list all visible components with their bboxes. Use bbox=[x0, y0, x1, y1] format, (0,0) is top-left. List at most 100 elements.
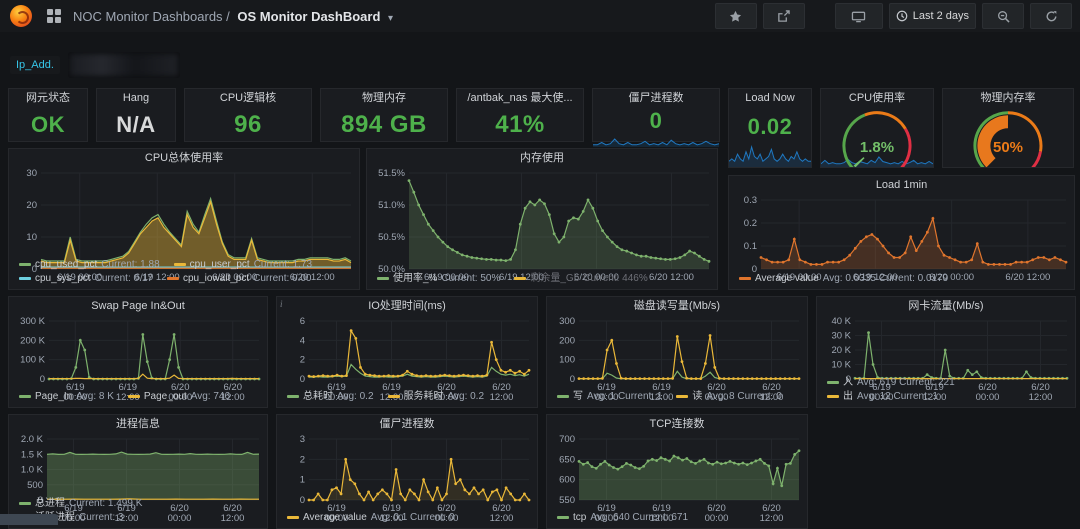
info-icon[interactable]: i bbox=[280, 299, 283, 309]
legend-series-label[interactable]: 入 bbox=[843, 377, 853, 388]
legend-series-label[interactable]: Page_In bbox=[35, 391, 73, 402]
breadcrumb-current[interactable]: OS Monitor DashBoard bbox=[237, 8, 381, 24]
chart-plot[interactable]: 0 0.1 0.2 0.3 6/19 00:00 6/19 12:00 6/20 00:00… bbox=[729, 195, 1074, 283]
panel-title[interactable]: Swap Page In&Out bbox=[91, 300, 185, 312]
legend-item[interactable]: cpu_used_pct Current: 1.88 bbox=[19, 258, 160, 271]
panel-title[interactable]: 僵尸进程数 bbox=[379, 418, 435, 430]
panel-title[interactable]: 磁盘读写量(Mb/s) bbox=[633, 300, 721, 312]
breadcrumb[interactable]: NOC Monitor Dashboards / OS Monitor Dash… bbox=[73, 9, 393, 24]
chart-legend: cpu_used_pct Current: 1.88 cpu_user_pct Cur… bbox=[9, 257, 359, 289]
legend-series-label[interactable]: 总进程 bbox=[35, 498, 65, 509]
chart-plot[interactable]: 0 500 1.0 K 1.5 K 2.0 K 6/19 00:00 6/19 12:00 6/2… bbox=[9, 434, 267, 524]
panel-title[interactable]: 内存使用 bbox=[520, 152, 564, 164]
legend-series-label[interactable]: 读 bbox=[692, 391, 703, 402]
share-button[interactable] bbox=[762, 3, 805, 29]
dashboards-grid-icon[interactable] bbox=[47, 9, 61, 23]
legend-series-label[interactable]: cpu_sys_pct bbox=[35, 273, 91, 284]
legend-item[interactable]: 使用率_% Current: 50% bbox=[377, 272, 500, 285]
legend-item[interactable]: 读 Avg: 8 Current: 0 bbox=[676, 390, 782, 403]
variable-value-dropdown-redacted[interactable] bbox=[67, 52, 180, 78]
panel-title[interactable]: IO处理时间(ms) bbox=[368, 300, 446, 312]
svg-text:6/19 00:00: 6/19 00:00 bbox=[777, 272, 822, 283]
legend-series-label[interactable]: Page_out bbox=[143, 391, 187, 402]
legend-item[interactable]: tcp Avg: 640 Current: 671 bbox=[557, 511, 688, 524]
panel-zombie-process-chart: 僵尸进程数 0 1 2 3 6/19 00:00 6/19 12:00 6/20 00:00 6/2… bbox=[276, 414, 538, 529]
star-button[interactable] bbox=[714, 3, 757, 29]
legend-series-label[interactable]: Average value bbox=[755, 273, 819, 284]
legend-item[interactable]: 总耗时 Avg: 0.2 bbox=[287, 390, 374, 403]
chart-plot[interactable]: 0 10 K 20 K 30 K 40 K 6/19 00:00 6/19 12:00 6/20 0… bbox=[817, 316, 1075, 403]
legend-item[interactable]: 写 Avg: 1 Current: 1 bbox=[557, 390, 662, 403]
panel-title[interactable]: 网卡流量(Mb/s) bbox=[908, 300, 984, 312]
panel-title[interactable]: CPU使用率 bbox=[848, 92, 906, 104]
legend-series-label[interactable]: 写 bbox=[573, 391, 583, 402]
legend-series-label[interactable]: 剩余量_Gb bbox=[530, 273, 580, 284]
panel-title[interactable]: /antbak_nas 最大使... bbox=[467, 92, 573, 104]
panel-title[interactable]: 僵尸进程数 bbox=[628, 92, 684, 104]
panel-title[interactable]: 物理内存率 bbox=[980, 92, 1036, 104]
chart-plot[interactable]: 0 1 2 3 6/19 00:00 6/19 12:00 6/20 00:00 6/20 12:00 bbox=[277, 434, 537, 524]
panel-physical-memory: 物理内存 894 GB bbox=[320, 88, 448, 142]
legend-item[interactable]: 出 Avg: 12 Current: 1 bbox=[827, 390, 938, 403]
panel-title[interactable]: 物理内存 bbox=[362, 92, 406, 104]
legend-series-label[interactable]: cpu_iowait_pct bbox=[182, 273, 250, 284]
legend-series-color bbox=[287, 395, 299, 398]
panel-title[interactable]: 网元状态 bbox=[26, 92, 70, 104]
time-range-picker[interactable]: Last 2 days bbox=[888, 3, 976, 29]
panel-title[interactable]: CPU逻辑核 bbox=[219, 92, 277, 104]
svg-text:20: 20 bbox=[26, 200, 37, 211]
legend-item[interactable]: 剩余量_Gb Current: 446% bbox=[514, 272, 648, 285]
svg-text:200: 200 bbox=[559, 335, 575, 346]
panel-title[interactable]: 进程信息 bbox=[116, 418, 160, 430]
panel-swap-page: Swap Page In&Out 0 100 K 200 K 300 K 6/19 00:… bbox=[8, 296, 268, 408]
legend-item[interactable]: cpu_iowait_pct Current: 0.00 bbox=[166, 272, 312, 285]
legend-series-label[interactable]: tcp bbox=[573, 512, 587, 523]
legend-item[interactable]: cpu_sys_pct Current: 0.17 bbox=[19, 272, 153, 285]
legend-series-color bbox=[166, 277, 179, 280]
legend-item[interactable]: 服务耗时 Avg: 0.2 bbox=[387, 390, 484, 403]
tv-mode-button[interactable] bbox=[834, 3, 883, 29]
legend-series-label[interactable]: Average value bbox=[303, 512, 367, 523]
legend-item[interactable]: Average value Avg: 0.1 Current: 0 bbox=[287, 511, 455, 524]
legend-series-label[interactable]: 服务耗时 bbox=[403, 391, 444, 402]
chart-plot[interactable]: 50.0% 50.5% 51.0% 51.5% 6/19 00:00 6/19 12:00… bbox=[367, 168, 717, 283]
chart-plot[interactable]: 0 100 200 300 6/19 00:00 6/19 12:00 6/20 00:00 6/2… bbox=[547, 316, 807, 403]
panel-title[interactable]: TCP连接数 bbox=[649, 418, 705, 430]
refresh-button[interactable] bbox=[1030, 3, 1072, 29]
svg-text:0: 0 bbox=[570, 374, 575, 385]
legend-item[interactable]: 总进程 Current: 1.499 K bbox=[19, 497, 142, 510]
legend-item[interactable]: 入 Avg: 619 Current: 221 bbox=[827, 376, 955, 389]
browser-status-popup bbox=[0, 514, 58, 525]
chart-plot[interactable]: 550 600 650 700 6/19 00:00 6/19 12:00 6/20 00:00 6… bbox=[547, 434, 807, 524]
legend-item[interactable]: Page_out Avg: 746 bbox=[127, 390, 230, 403]
chart-plot[interactable]: 0 10 20 30 6/19 00:00 6/19 12:00 6/20 00:00 6/2… bbox=[9, 168, 359, 283]
legend-item[interactable]: Average value Avg: 0.0335 Current: 0.0179 bbox=[739, 272, 948, 285]
zoom-out-button[interactable] bbox=[982, 3, 1024, 29]
legend-series-label[interactable]: cpu_used_pct bbox=[35, 259, 98, 270]
chart-canvas: 0 1 2 3 6/19 00:00 6/19 12:00 6/20 00:00 6/20 12:00 bbox=[300, 434, 531, 524]
legend-item[interactable]: cpu_user_pct Current: 1.73 bbox=[173, 258, 312, 271]
legend-series-value: Current: 50% bbox=[441, 273, 501, 284]
svg-text:0: 0 bbox=[32, 264, 37, 275]
panel-title[interactable]: Hang bbox=[122, 92, 150, 104]
legend-item[interactable]: Page_In Avg: 8 K bbox=[19, 390, 114, 403]
legend-series-label[interactable]: 总耗时 bbox=[303, 391, 333, 402]
legend-series-label[interactable]: cpu_user_pct bbox=[189, 259, 250, 270]
legend-series-color bbox=[557, 516, 569, 519]
grafana-logo-icon[interactable] bbox=[10, 5, 32, 27]
panel-title[interactable]: Load Now bbox=[745, 92, 795, 104]
legend-series-label[interactable]: 使用率_% bbox=[393, 273, 438, 284]
gauge-cpu-usage: 1.8% bbox=[821, 108, 933, 167]
panel-title[interactable]: Load 1min bbox=[875, 179, 928, 191]
legend-series-label[interactable]: 出 bbox=[843, 391, 853, 402]
panel-memory-usage-chart: 内存使用 50.0% 50.5% 51.0% 51.5% 6/19 00:00 6/19 … bbox=[366, 148, 718, 290]
panel-title[interactable]: CPU总体使用率 bbox=[144, 152, 224, 164]
breadcrumb-root[interactable]: NOC Monitor Dashboards / bbox=[73, 8, 230, 24]
panel-cpu-usage-gauge: CPU使用率 1.8% bbox=[820, 88, 934, 168]
